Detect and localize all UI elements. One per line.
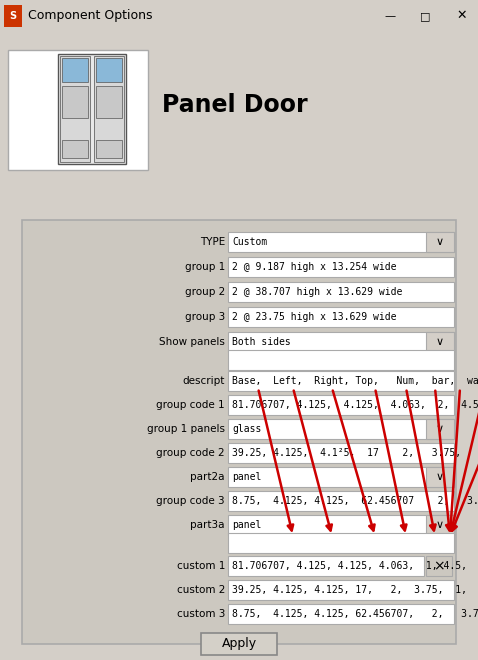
Bar: [94, 55, 124, 162]
Bar: [426, 556, 452, 576]
Bar: [62, 86, 88, 117]
Bar: [426, 515, 454, 535]
Text: 8.75,  4.125, 4.125,  62.456707    2,   3.75,   1,   0,   0: 8.75, 4.125, 4.125, 62.456707 2, 3.75, 1…: [232, 496, 478, 506]
Text: ✕: ✕: [457, 9, 467, 22]
Bar: [96, 140, 122, 158]
Text: group 1 panels: group 1 panels: [147, 424, 225, 434]
Text: Apply: Apply: [221, 638, 257, 651]
Text: group 1: group 1: [185, 262, 225, 272]
Text: Base,  Left,  Right, Top,   Num,  bar,  way, off, add: Base, Left, Right, Top, Num, bar, way, o…: [232, 376, 478, 386]
Text: □: □: [420, 11, 430, 21]
Bar: [228, 307, 454, 327]
Text: custom 3: custom 3: [177, 609, 225, 619]
Bar: [228, 257, 454, 277]
Text: group code 1: group code 1: [156, 400, 225, 410]
Bar: [228, 371, 454, 391]
Text: custom 1: custom 1: [177, 561, 225, 571]
Text: Panel Door: Panel Door: [162, 92, 308, 117]
Text: ×: ×: [433, 559, 445, 573]
Bar: [62, 140, 88, 158]
Text: 8.75,  4.125, 4.125, 62.456707,   2,   3.75,   1,   0,   0: 8.75, 4.125, 4.125, 62.456707, 2, 3.75, …: [232, 609, 478, 619]
Text: 39.25, 4.125, 4.125, 17,   2,  3.75,  1,   0,   0: 39.25, 4.125, 4.125, 17, 2, 3.75, 1, 0, …: [232, 585, 478, 595]
Text: TYPE: TYPE: [200, 237, 225, 247]
Text: Show panels: Show panels: [159, 337, 225, 347]
Bar: [228, 515, 454, 535]
Bar: [228, 604, 454, 624]
Text: glass: glass: [232, 424, 261, 434]
Text: group 3: group 3: [185, 312, 225, 322]
Text: 2 @ 23.75 high x 13.629 wide: 2 @ 23.75 high x 13.629 wide: [232, 312, 396, 322]
Bar: [228, 491, 454, 511]
Text: ∨: ∨: [436, 520, 444, 530]
Bar: [228, 580, 454, 600]
Text: S: S: [10, 11, 17, 21]
Bar: [62, 57, 88, 82]
Text: group code 2: group code 2: [156, 448, 225, 458]
Text: Custom: Custom: [232, 237, 267, 247]
Bar: [426, 232, 454, 252]
Text: part3a: part3a: [191, 520, 225, 530]
Bar: [4, 5, 22, 27]
Bar: [228, 232, 454, 252]
Bar: [96, 57, 122, 82]
Text: Both sides: Both sides: [232, 337, 291, 347]
Text: 81.706707, 4.125, 4.125, 4.063,  1, 4.5,  1,   0,   0: 81.706707, 4.125, 4.125, 4.063, 1, 4.5, …: [232, 561, 478, 571]
Text: 81.706707, 4.125,  4.125,  4.063,  2,  4.5,   1      0,   0: 81.706707, 4.125, 4.125, 4.063, 2, 4.5, …: [232, 400, 478, 410]
Bar: [228, 467, 454, 487]
Bar: [201, 633, 277, 655]
Text: Component Options: Component Options: [28, 9, 152, 22]
Bar: [426, 467, 454, 487]
Text: 2 @ 38.707 high x 13.629 wide: 2 @ 38.707 high x 13.629 wide: [232, 287, 402, 297]
Bar: [228, 556, 424, 576]
Bar: [228, 533, 454, 553]
Text: group 2: group 2: [185, 287, 225, 297]
Bar: [228, 282, 454, 302]
Bar: [96, 86, 122, 117]
Text: 39.25, 4.125,  4.1²5,  17    2,   3.75,   1,   0,   0: 39.25, 4.125, 4.1²5, 17 2, 3.75, 1, 0, 0: [232, 448, 478, 458]
Text: group code 3: group code 3: [156, 496, 225, 506]
Bar: [228, 443, 454, 463]
Text: custom 2: custom 2: [177, 585, 225, 595]
Bar: [58, 53, 126, 164]
Bar: [60, 55, 90, 162]
Bar: [228, 395, 454, 415]
Text: panel: panel: [232, 472, 261, 482]
Text: ∨: ∨: [436, 337, 444, 347]
Bar: [228, 419, 454, 439]
Bar: [228, 350, 454, 370]
Text: 2 @ 9.187 high x 13.254 wide: 2 @ 9.187 high x 13.254 wide: [232, 262, 396, 272]
Text: panel: panel: [232, 520, 261, 530]
Bar: [426, 419, 454, 439]
Text: ∨: ∨: [436, 472, 444, 482]
Text: part2a: part2a: [191, 472, 225, 482]
Text: —: —: [384, 11, 396, 21]
Bar: [426, 332, 454, 352]
Text: ∨: ∨: [436, 424, 444, 434]
Bar: [8, 50, 148, 170]
Text: ∨: ∨: [436, 237, 444, 247]
Text: descript: descript: [183, 376, 225, 386]
Bar: [22, 220, 456, 644]
Bar: [228, 332, 454, 352]
